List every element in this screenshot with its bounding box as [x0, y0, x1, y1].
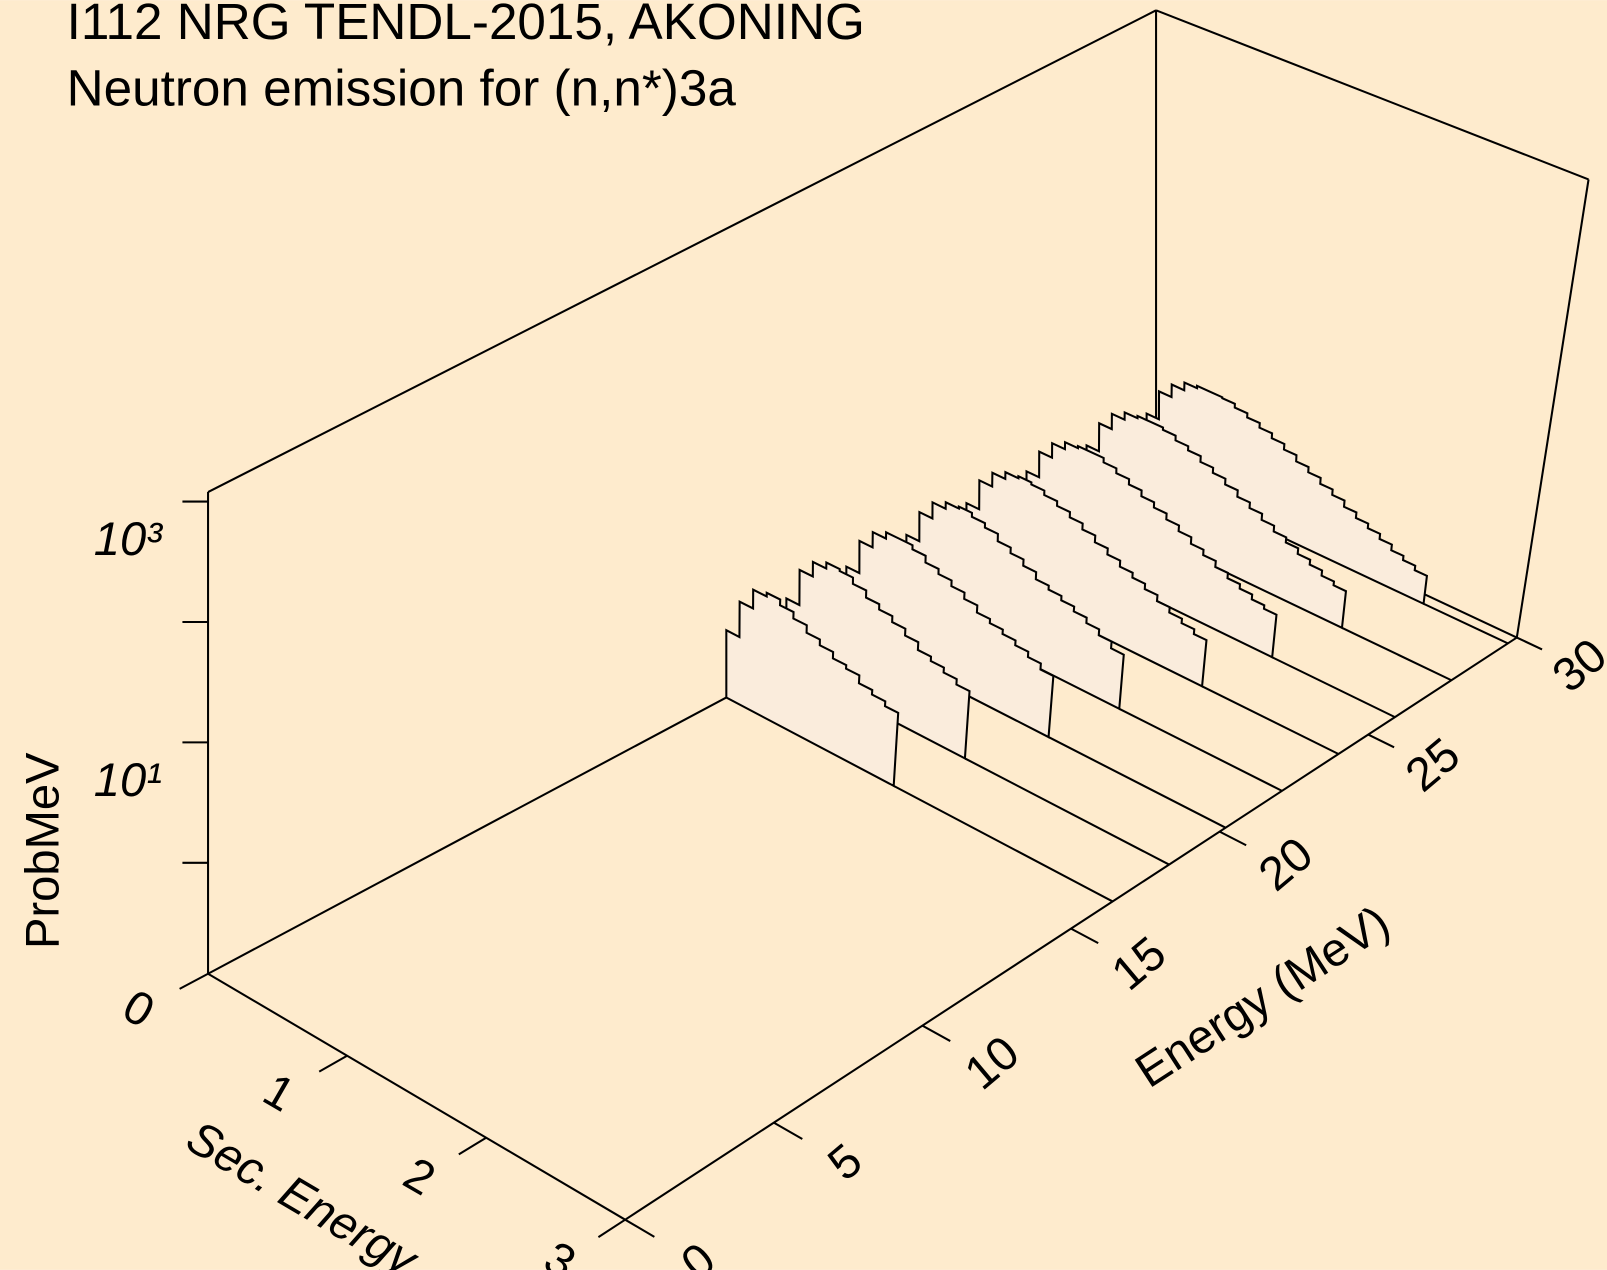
spectrum-curve: [1145, 381, 1429, 606]
z-axis-label: ProbMeV: [16, 752, 69, 949]
x-tick: [179, 972, 209, 990]
y-tick: [921, 1024, 951, 1042]
spectrum-curve: [845, 530, 1055, 739]
spectrum-curve: [1085, 410, 1348, 630]
x-tick: [318, 1054, 348, 1073]
box-edge: [1515, 179, 1590, 638]
box-edge: [207, 9, 1157, 493]
spectrum-curve: [905, 500, 1125, 711]
spectrum-baseline: [1341, 626, 1452, 682]
spectrum-baseline: [1423, 602, 1509, 645]
spectrum-baseline: [1048, 736, 1227, 829]
spectrum-curve: [1025, 440, 1278, 659]
y-tick: [1070, 927, 1099, 945]
y-tick: [624, 1218, 655, 1238]
y-tick: [1219, 830, 1247, 847]
axis-line: [207, 972, 626, 1221]
spectrum-baseline: [1271, 656, 1396, 719]
spectrum-curve: [965, 470, 1208, 688]
z-tick-label: 10³: [94, 512, 163, 565]
x-tick: [597, 1218, 626, 1239]
x-tick: [458, 1136, 487, 1156]
spectrum-baseline: [1201, 685, 1339, 755]
y-tick: [1516, 636, 1543, 651]
y-tick: [773, 1121, 803, 1140]
box-edge: [1155, 9, 1589, 181]
spectrum-curve: [785, 560, 971, 761]
chart-title: I112 NRG TENDL-2015, AKONING: [67, 0, 865, 50]
y-tick: [1367, 733, 1395, 749]
spectrum-baseline: [893, 784, 1114, 903]
z-tick-label: 10¹: [94, 753, 162, 806]
spectrum-baseline: [964, 757, 1170, 866]
spectrum-curve: [725, 588, 900, 788]
chart-subtitle: Neutron emission for (n,n*)3a: [67, 60, 737, 117]
spectrum-baseline: [1118, 707, 1283, 792]
